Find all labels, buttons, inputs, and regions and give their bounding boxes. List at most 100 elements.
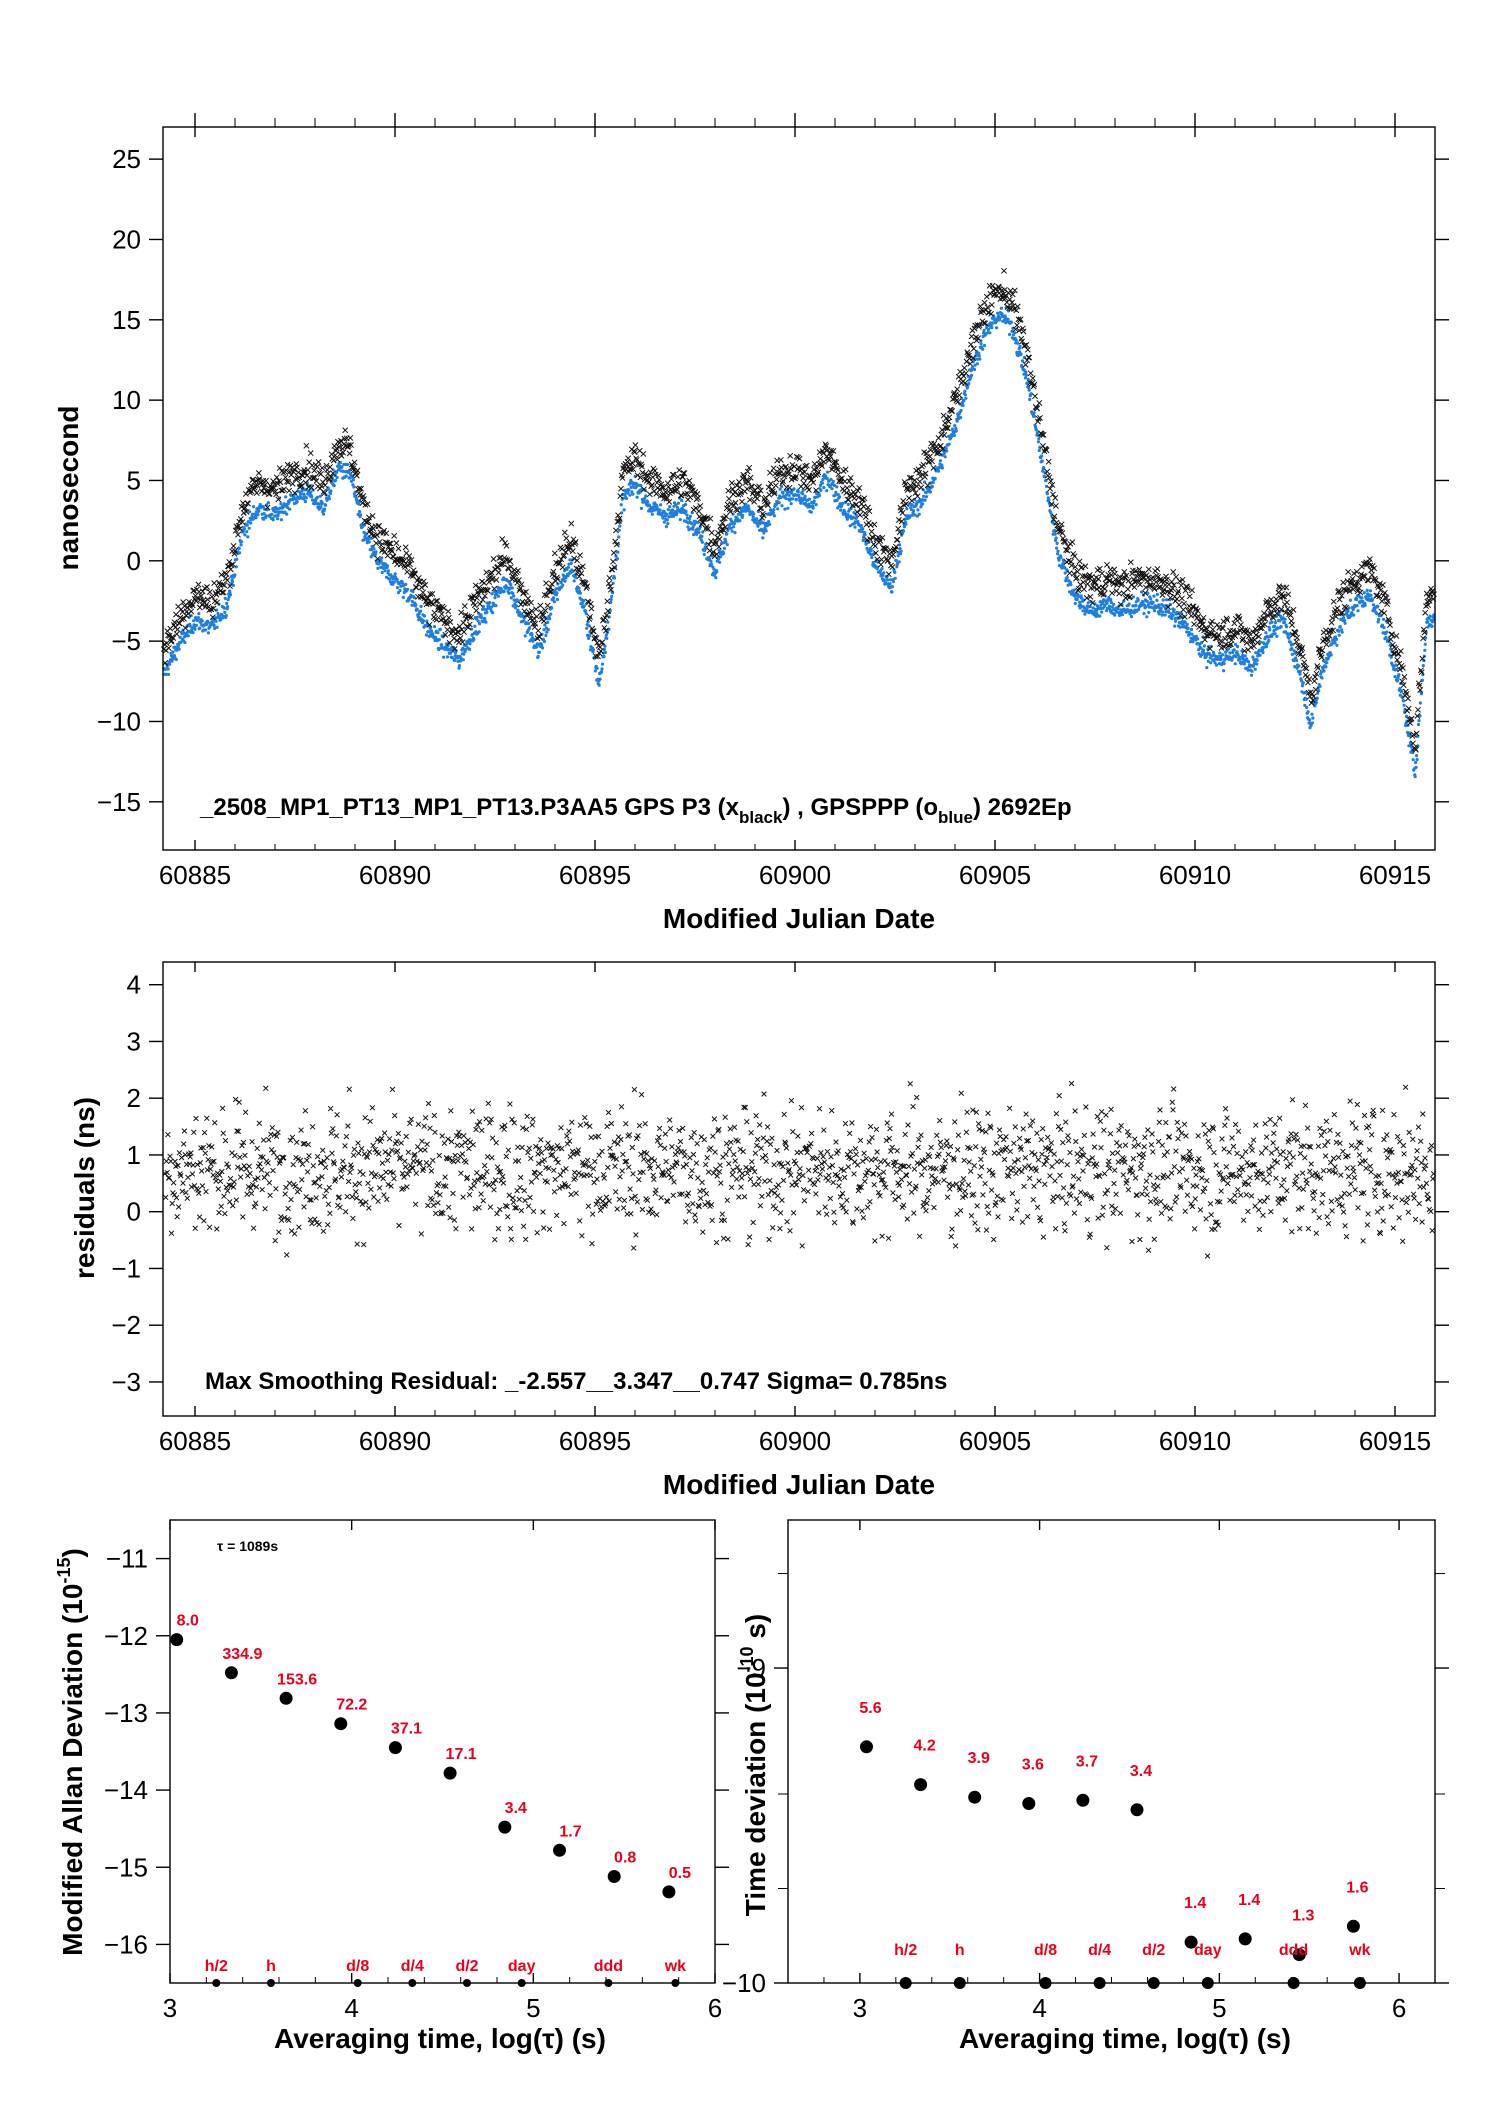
- gps-p3-point: [1334, 605, 1341, 612]
- gps-p3-point: [725, 487, 732, 494]
- gpsppp-point: [813, 495, 817, 499]
- gps-p3-point: [1283, 584, 1290, 591]
- gpsppp-point: [1075, 597, 1079, 602]
- gpsppp-point: [898, 547, 902, 551]
- gpsppp-point: [1255, 658, 1259, 663]
- gpsppp-point: [237, 547, 241, 551]
- residual-point: [249, 1138, 255, 1145]
- gps-p3-point: [568, 520, 575, 527]
- residual-point: [350, 1152, 357, 1158]
- gpsppp-point: [695, 527, 699, 531]
- residual-point: [471, 1178, 478, 1185]
- gps-p3-point: [559, 564, 566, 571]
- gpsppp-point: [944, 446, 948, 451]
- residual-point: [290, 1161, 296, 1168]
- gpsppp-point: [714, 576, 718, 580]
- gpsppp-point: [825, 489, 829, 493]
- gpsppp-point: [691, 527, 695, 531]
- gpsppp-point: [996, 311, 1000, 315]
- gpsppp-point: [1037, 448, 1041, 453]
- gpsppp-point: [686, 525, 690, 529]
- gpsppp-point: [401, 595, 405, 600]
- gps-p3-point: [286, 487, 293, 494]
- residual-point: [458, 1170, 464, 1177]
- residual-point: [452, 1152, 458, 1159]
- gpsppp-point: [168, 662, 172, 666]
- residual-point: [360, 1171, 366, 1178]
- gps-p3-point: [695, 508, 702, 515]
- residual-point: [422, 1147, 428, 1153]
- gps-p3-point: [255, 470, 262, 476]
- gpsppp-point: [603, 644, 607, 648]
- gpsppp-point: [506, 579, 510, 583]
- gpsppp-point: [222, 606, 226, 610]
- gpsppp-point: [216, 612, 220, 616]
- gps-p3-point: [473, 607, 480, 614]
- gpsppp-point: [166, 667, 170, 671]
- gpsppp-point: [1395, 679, 1399, 683]
- residual-point: [198, 1168, 205, 1174]
- gps-p3-point: [1027, 370, 1034, 377]
- gps-p3-point: [165, 645, 172, 652]
- residual-point: [184, 1195, 191, 1201]
- gps-p3-point: [877, 561, 884, 568]
- residual-point: [380, 1175, 386, 1182]
- gpsppp-point: [848, 524, 852, 528]
- gps-p3-point: [1127, 559, 1134, 566]
- residual-point: [221, 1193, 227, 1200]
- gpsppp-point: [1174, 619, 1178, 623]
- gps-p3-point: [1180, 606, 1187, 613]
- residual-point: [338, 1174, 345, 1180]
- gpsppp-point: [1098, 614, 1102, 618]
- gpsppp-point: [544, 633, 548, 638]
- gpsppp-point: [1352, 613, 1356, 617]
- gpsppp-point: [311, 498, 315, 502]
- gpsppp-point: [527, 622, 531, 626]
- gpsppp-point: [1290, 647, 1294, 651]
- gpsppp-point: [1298, 669, 1302, 673]
- residual-point: [362, 1115, 368, 1121]
- gps-p3-point: [535, 627, 542, 634]
- gpsppp-point: [522, 619, 526, 623]
- residual-point: [269, 1125, 276, 1131]
- residual-point: [333, 1133, 340, 1139]
- gpsppp-point: [1218, 651, 1222, 655]
- residual-point: [288, 1196, 294, 1203]
- residual-point: [186, 1161, 193, 1167]
- gpsppp-point: [617, 528, 621, 532]
- gpsppp-point: [600, 667, 604, 671]
- gpsppp-point: [604, 633, 609, 637]
- gpsppp-point: [938, 459, 943, 463]
- gpsppp-point: [1407, 744, 1411, 748]
- gpsppp-point: [761, 536, 765, 540]
- gps-p3-point: [307, 450, 314, 457]
- gpsppp-point: [1232, 648, 1236, 652]
- gps-p3-point: [551, 550, 558, 557]
- gps-p3-point: [1006, 296, 1013, 303]
- residual-point: [442, 1174, 448, 1180]
- gpsppp-point: [1423, 642, 1427, 646]
- gpsppp-point: [1258, 653, 1262, 657]
- gpsppp-point: [1279, 625, 1283, 629]
- gpsppp-point: [177, 647, 181, 651]
- gpsppp-point: [379, 565, 383, 569]
- gpsppp-point: [1238, 657, 1242, 661]
- residual-point: [402, 1158, 408, 1165]
- gpsppp-point: [266, 501, 270, 505]
- gps-p3-point: [342, 427, 349, 434]
- y-tick-label: 5: [127, 465, 141, 495]
- gpsppp-point: [1343, 618, 1347, 623]
- residual-point: [360, 1241, 367, 1248]
- gps-p3-point: [640, 450, 647, 457]
- gpsppp-point: [204, 628, 208, 632]
- gpsppp-point: [1377, 617, 1381, 622]
- residual-point: [408, 1116, 414, 1123]
- gps-p3-point: [606, 575, 613, 581]
- gpsppp-point: [1008, 332, 1012, 337]
- gpsppp-point: [496, 594, 500, 598]
- residual-point: [432, 1210, 439, 1217]
- residual-point: [430, 1157, 436, 1164]
- gpsppp-point: [1142, 612, 1146, 616]
- gpsppp-point: [1381, 617, 1386, 621]
- gps-p3-point: [800, 475, 807, 482]
